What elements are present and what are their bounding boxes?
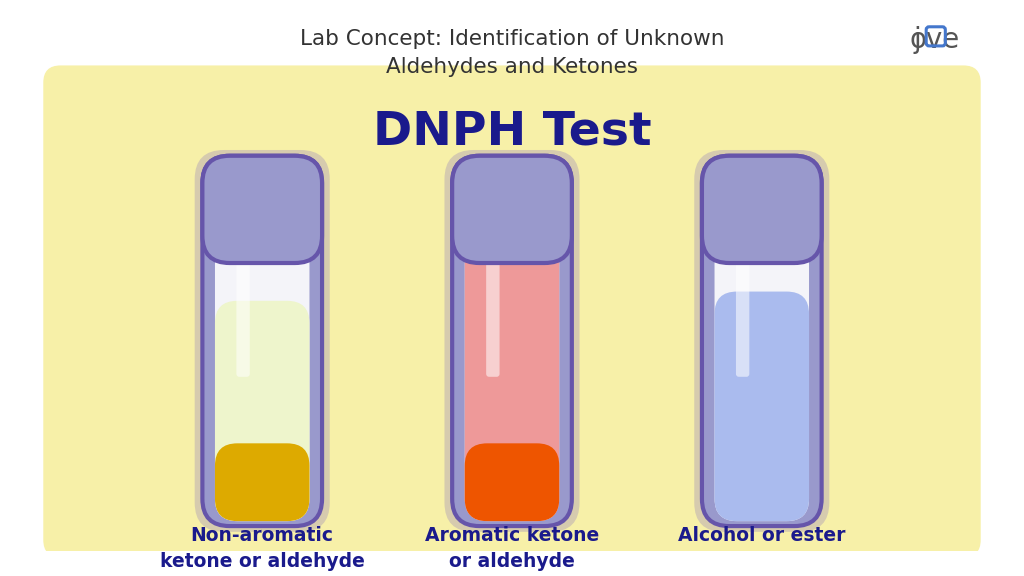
FancyBboxPatch shape bbox=[215, 444, 309, 521]
Text: DNPH Test: DNPH Test bbox=[373, 110, 651, 155]
FancyBboxPatch shape bbox=[444, 150, 580, 532]
FancyBboxPatch shape bbox=[715, 291, 809, 521]
FancyBboxPatch shape bbox=[465, 444, 559, 521]
FancyBboxPatch shape bbox=[237, 198, 250, 377]
FancyBboxPatch shape bbox=[453, 156, 571, 526]
Text: j: j bbox=[913, 26, 922, 54]
FancyBboxPatch shape bbox=[736, 198, 750, 377]
FancyBboxPatch shape bbox=[203, 156, 323, 526]
FancyBboxPatch shape bbox=[465, 168, 559, 521]
FancyBboxPatch shape bbox=[195, 150, 330, 532]
Text: Non-aromatic
ketone or aldehyde: Non-aromatic ketone or aldehyde bbox=[160, 525, 365, 571]
FancyBboxPatch shape bbox=[215, 168, 309, 521]
FancyBboxPatch shape bbox=[203, 156, 323, 263]
Text: Lab Concept: Identification of Unknown
Aldehydes and Ketones: Lab Concept: Identification of Unknown A… bbox=[300, 29, 724, 77]
FancyBboxPatch shape bbox=[465, 224, 559, 521]
FancyBboxPatch shape bbox=[701, 156, 821, 263]
FancyBboxPatch shape bbox=[694, 150, 829, 532]
FancyBboxPatch shape bbox=[453, 156, 571, 263]
FancyBboxPatch shape bbox=[215, 301, 309, 521]
FancyBboxPatch shape bbox=[715, 168, 809, 521]
FancyBboxPatch shape bbox=[43, 66, 981, 557]
Text: Aromatic ketone
or aldehyde: Aromatic ketone or aldehyde bbox=[425, 525, 599, 571]
FancyBboxPatch shape bbox=[486, 198, 500, 377]
Text: Alcohol or ester: Alcohol or ester bbox=[678, 525, 846, 544]
Text: ove: ove bbox=[909, 26, 959, 54]
FancyBboxPatch shape bbox=[701, 156, 821, 526]
